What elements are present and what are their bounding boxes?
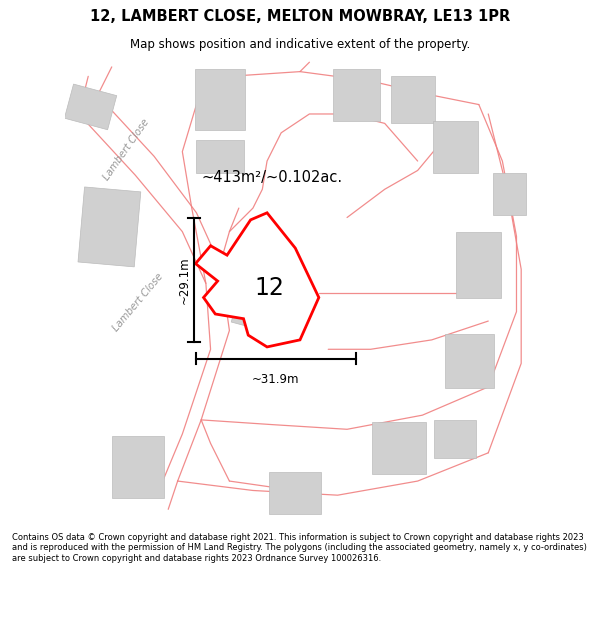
Polygon shape [333, 69, 380, 121]
Polygon shape [391, 76, 436, 123]
Polygon shape [493, 173, 526, 215]
Text: 12, LAMBERT CLOSE, MELTON MOWBRAY, LE13 1PR: 12, LAMBERT CLOSE, MELTON MOWBRAY, LE13 … [90, 9, 510, 24]
Polygon shape [231, 258, 303, 337]
Text: Contains OS data © Crown copyright and database right 2021. This information is : Contains OS data © Crown copyright and d… [12, 533, 587, 562]
Text: Map shows position and indicative extent of the property.: Map shows position and indicative extent… [130, 38, 470, 51]
Polygon shape [196, 140, 244, 172]
Polygon shape [457, 232, 501, 298]
Text: 12: 12 [254, 276, 284, 300]
Text: ~29.1m: ~29.1m [177, 256, 190, 304]
Polygon shape [78, 187, 141, 267]
Polygon shape [269, 472, 321, 514]
Text: Lambert Close: Lambert Close [101, 117, 151, 182]
Polygon shape [372, 422, 426, 474]
Polygon shape [433, 121, 478, 172]
Polygon shape [434, 420, 476, 457]
Polygon shape [64, 84, 117, 130]
Polygon shape [195, 69, 245, 131]
Polygon shape [112, 436, 164, 498]
Polygon shape [445, 334, 494, 388]
Text: ~413m²/~0.102ac.: ~413m²/~0.102ac. [201, 170, 343, 185]
Text: ~31.9m: ~31.9m [252, 373, 300, 386]
Polygon shape [196, 213, 319, 347]
Text: Lambert Close: Lambert Close [110, 271, 165, 333]
